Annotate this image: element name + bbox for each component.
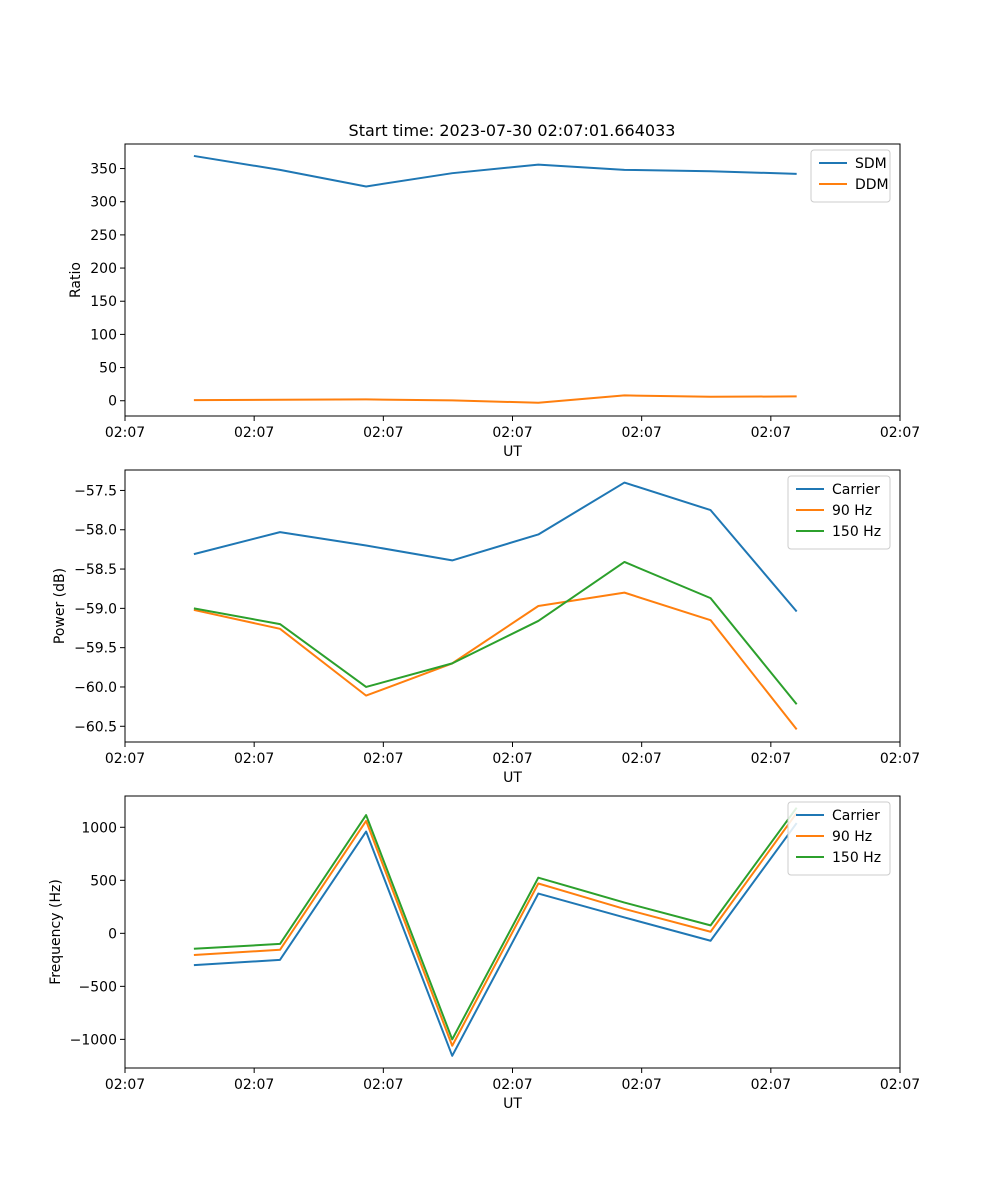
y-tick-label: −60.0 [74, 680, 117, 696]
y-tick-label: 0 [108, 926, 117, 942]
x-tick-label: 02:07 [621, 1077, 661, 1093]
y-tick-label: 200 [90, 261, 117, 277]
x-tick-label: 02:07 [492, 1077, 532, 1093]
y-tick-label: 300 [90, 195, 117, 211]
series-line-frequency-carrier [193, 822, 798, 1057]
y-tick-label: −59.5 [74, 641, 117, 657]
y-axis-label: Power (dB) [52, 568, 68, 644]
x-tick-label: 02:07 [363, 751, 403, 767]
series-line-power-150-hz [193, 560, 798, 705]
x-axis-label: UT [503, 1096, 522, 1112]
x-tick-label: 02:07 [880, 425, 920, 441]
x-tick-label: 02:07 [105, 751, 145, 767]
x-tick-label: 02:07 [234, 751, 274, 767]
legend-label: Carrier [832, 808, 880, 824]
y-tick-label: 50 [99, 361, 117, 377]
legend-label: SDM [855, 156, 887, 172]
y-tick-label: −500 [79, 979, 117, 995]
y-tick-label: 0 [108, 394, 117, 410]
legend-label: Carrier [832, 482, 880, 498]
legend-label: DDM [855, 177, 889, 193]
series-line-frequency-90-hz [193, 812, 798, 1047]
y-tick-label: −59.0 [74, 601, 117, 617]
x-tick-label: 02:07 [492, 425, 532, 441]
legend-label: 150 Hz [832, 850, 881, 866]
legend-label: 150 Hz [832, 524, 881, 540]
x-tick-label: 02:07 [621, 751, 661, 767]
y-tick-label: −1000 [70, 1032, 117, 1048]
legend-label: 90 Hz [832, 829, 872, 845]
panel-power: 02:07 02:07 02:07 02:07 02:07 02:07 02:07 −60.5… [52, 469, 920, 786]
x-tick-label: 02:07 [880, 1077, 920, 1093]
y-tick-label: 150 [90, 294, 117, 310]
x-tick-label: 02:07 [751, 425, 791, 441]
y-tick-label: −60.5 [74, 719, 117, 735]
x-tick-label: 02:07 [751, 1077, 791, 1093]
y-tick-label: 100 [90, 327, 117, 343]
x-tick-label: 02:07 [234, 1077, 274, 1093]
series-line-frequency-150-hz [193, 807, 798, 1041]
y-tick-label: 500 [90, 873, 117, 889]
x-tick-label: 02:07 [105, 1077, 145, 1093]
y-tick-label: −58.5 [74, 562, 117, 578]
x-tick-label: 02:07 [621, 425, 661, 441]
figure-title: Start time: 2023-07-30 02:07:01.664033 [349, 121, 676, 140]
x-axis-label: UT [503, 770, 522, 786]
x-tick-label: 02:07 [105, 425, 145, 441]
y-tick-label: −57.5 [74, 483, 117, 499]
x-axis-label: UT [503, 444, 522, 460]
y-tick-label: 250 [90, 228, 117, 244]
legend-label: 90 Hz [832, 503, 872, 519]
y-tick-label: 350 [90, 162, 117, 178]
panel-ratio: 02:07 02:07 02:07 02:07 02:07 02:07 02:07 0 50 10… [68, 143, 920, 460]
y-axis-label: Frequency (Hz) [48, 879, 64, 985]
series-line-ratio-sdm [193, 154, 797, 188]
series-line-ratio-ddm [193, 394, 797, 404]
y-axis-label: Ratio [68, 262, 84, 298]
x-tick-label: 02:07 [363, 425, 403, 441]
y-tick-label: −58.0 [74, 523, 117, 539]
y-tick-label: 1000 [81, 820, 117, 836]
x-tick-label: 02:07 [492, 751, 532, 767]
x-tick-label: 02:07 [880, 751, 920, 767]
x-tick-label: 02:07 [751, 751, 791, 767]
series-line-power-carrier [193, 481, 798, 613]
panel-frequency: 02:07 02:07 02:07 02:07 02:07 02:07 02:07 −1000… [48, 795, 920, 1112]
series-line-power-90-hz [193, 591, 798, 731]
x-tick-label: 02:07 [234, 425, 274, 441]
x-tick-label: 02:07 [363, 1077, 403, 1093]
